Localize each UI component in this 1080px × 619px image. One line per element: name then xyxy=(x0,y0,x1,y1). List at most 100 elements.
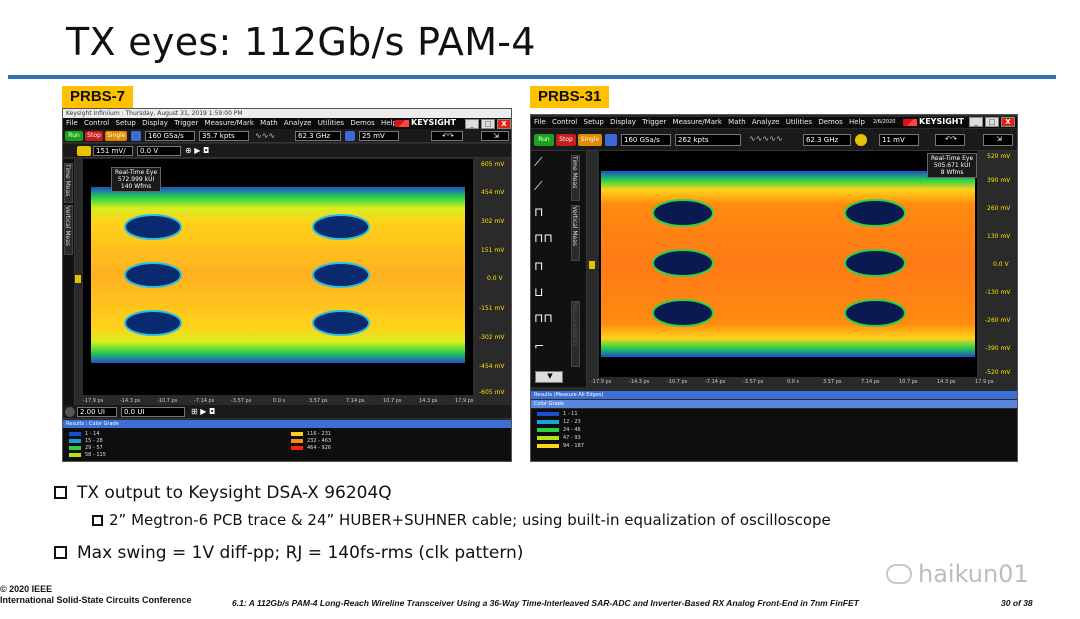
menu-display[interactable]: Display xyxy=(610,118,636,126)
legend-label: 47 - 93 xyxy=(563,435,581,441)
trigger-level-field[interactable]: 25 mV xyxy=(359,131,399,141)
memory-depth-field[interactable]: 35.7 kpts xyxy=(199,131,249,141)
checkbox-icon xyxy=(54,486,67,499)
maximize-button[interactable]: □ xyxy=(985,117,999,127)
checkbox-icon xyxy=(92,515,103,526)
trigger-level-marker[interactable] xyxy=(75,275,81,283)
menu-setup[interactable]: Setup xyxy=(115,119,136,127)
pulse-width-tool-icon[interactable]: ⊓⊓ xyxy=(534,231,553,245)
trigger-level-field[interactable]: 11 mV xyxy=(879,134,919,146)
legend-area: 1 - 11 12 - 23 24 - 46 47 - 93 94 - 187 xyxy=(531,409,1017,461)
sample-rate-field[interactable]: 160 GSa/s xyxy=(145,131,195,141)
menu-utilities[interactable]: Utilities xyxy=(317,119,345,127)
panel-toggle-icon[interactable]: ⇲ xyxy=(983,134,1013,146)
menu-analyze[interactable]: Analyze xyxy=(751,118,780,126)
run-button[interactable]: Run xyxy=(65,131,83,141)
menu-measure[interactable]: Measure/Mark xyxy=(672,118,722,126)
y-label: 302 mV xyxy=(481,218,505,225)
minimize-button[interactable]: _ xyxy=(969,117,983,127)
vertical-meas-tab[interactable]: Vertical Meas xyxy=(571,205,580,261)
menu-trigger[interactable]: Trigger xyxy=(174,119,199,127)
legend-label: 29 - 57 xyxy=(85,445,103,451)
menu-help[interactable]: Help xyxy=(849,118,865,126)
measurements-tab[interactable]: Measurements xyxy=(571,301,580,367)
panel-toggle-icon[interactable]: ⇲ xyxy=(481,131,509,141)
menu-file[interactable]: File xyxy=(534,118,546,126)
rise-tool-icon[interactable]: ⟋ xyxy=(534,179,543,193)
channel-offset-field[interactable]: 0.0 V xyxy=(137,146,181,156)
pulse-tool-icon[interactable]: ⊓ xyxy=(534,205,544,219)
single-button[interactable]: Single xyxy=(105,131,127,141)
maximize-button[interactable]: □ xyxy=(481,119,495,129)
x-label: 7.14 ps xyxy=(346,398,365,404)
legend-row: 1 - 14 xyxy=(69,431,100,437)
channel-nav-icon[interactable]: ⊕ ▶ ◘ xyxy=(185,146,210,155)
x-label: 7.14 ps xyxy=(861,379,880,385)
scroll-down-button[interactable]: ▼ xyxy=(535,371,563,383)
x-label: 14.3 ps xyxy=(419,398,438,404)
run-button[interactable]: Run xyxy=(534,134,554,146)
legend-swatch xyxy=(291,445,303,450)
menu-demos[interactable]: Demos xyxy=(818,118,843,126)
x-label: -7.14 ps xyxy=(194,398,215,404)
time-meas-tab[interactable]: Time Meas xyxy=(64,163,73,203)
stop-button[interactable]: Stop xyxy=(556,134,576,146)
results-bar[interactable]: Results : Color Grade xyxy=(63,420,511,428)
menu-math[interactable]: Math xyxy=(260,119,278,127)
timebase-field[interactable]: 2.00 UI xyxy=(77,407,117,417)
trigger-icon[interactable] xyxy=(345,131,355,141)
close-button[interactable]: X xyxy=(1001,117,1015,127)
bandwidth-field[interactable]: 62.3 GHz xyxy=(295,131,341,141)
menu-trigger[interactable]: Trigger xyxy=(642,118,667,126)
keysight-logo-icon xyxy=(395,120,409,127)
undo-icon[interactable]: ↶↷ xyxy=(935,134,965,146)
menu-help[interactable]: Help xyxy=(381,119,397,127)
single-button[interactable]: Single xyxy=(578,134,602,146)
edge-tool-icon[interactable]: ⟋ xyxy=(534,155,543,169)
legend-row: 116 - 231 xyxy=(291,431,331,437)
menu-demos[interactable]: Demos xyxy=(350,119,375,127)
menu-control[interactable]: Control xyxy=(83,119,110,127)
zoom-icon[interactable] xyxy=(65,407,75,417)
legend-swatch xyxy=(537,411,559,416)
color-grade-bar[interactable]: Color Grade xyxy=(531,400,1017,408)
legend-label: 94 - 187 xyxy=(563,443,584,449)
menu-setup[interactable]: Setup xyxy=(583,118,604,126)
step-tool-icon[interactable]: ⌐ xyxy=(534,339,545,353)
channel-scale-field[interactable]: 151 mV/ xyxy=(93,146,133,156)
bandwidth-field[interactable]: 62.3 GHz xyxy=(803,134,851,146)
bullet-text: TX output to Keysight DSA-X 96204Q xyxy=(77,483,392,503)
timebase-nav-icon[interactable]: ⊞ ▶ ◘ xyxy=(191,407,216,416)
undo-icon[interactable]: ↶↷ xyxy=(431,131,463,141)
trigger-icon[interactable] xyxy=(855,134,867,146)
auto-icon[interactable] xyxy=(131,131,141,141)
memory-depth-field[interactable]: 262 kpts xyxy=(675,134,741,146)
channel-toolbar: 151 mV/ 0.0 V ⊕ ▶ ◘ xyxy=(63,144,511,158)
menu-control[interactable]: Control xyxy=(551,118,578,126)
stop-button[interactable]: Stop xyxy=(85,131,103,141)
menu-utilities[interactable]: Utilities xyxy=(785,118,813,126)
channel-icon[interactable] xyxy=(77,146,91,156)
legend-label: 58 - 115 xyxy=(85,452,106,458)
auto-icon[interactable] xyxy=(605,134,617,146)
time-meas-tab[interactable]: Time Meas xyxy=(571,155,580,201)
time-offset-field[interactable]: 0.0 UI xyxy=(121,407,185,417)
burst-tool-icon[interactable]: ⊓⊓ xyxy=(534,311,553,325)
results-bar[interactable]: Results (Measure All Edges) xyxy=(531,391,1017,399)
legend-row: 24 - 46 xyxy=(537,427,581,433)
menu-measure[interactable]: Measure/Mark xyxy=(204,119,254,127)
sample-rate-field[interactable]: 160 GSa/s xyxy=(621,134,671,146)
minimize-button[interactable]: _ xyxy=(465,119,479,129)
brand-name: KEYSIGHT xyxy=(919,117,964,126)
close-button[interactable]: X xyxy=(497,119,511,129)
vertical-meas-tab[interactable]: Vertical Meas xyxy=(64,205,73,255)
menu-display[interactable]: Display xyxy=(142,119,168,127)
menu-analyze[interactable]: Analyze xyxy=(283,119,312,127)
menu-math[interactable]: Math xyxy=(728,118,746,126)
left-scope-window: Keysight Infiniium : Thursday, August 31… xyxy=(62,108,512,462)
negative-pulse-tool-icon[interactable]: ⊔ xyxy=(534,285,544,299)
menu-file[interactable]: File xyxy=(66,119,78,127)
trigger-level-marker[interactable] xyxy=(589,261,595,269)
period-tool-icon[interactable]: ⊓ xyxy=(534,259,544,273)
x-label: -3.57 ps xyxy=(231,398,252,404)
